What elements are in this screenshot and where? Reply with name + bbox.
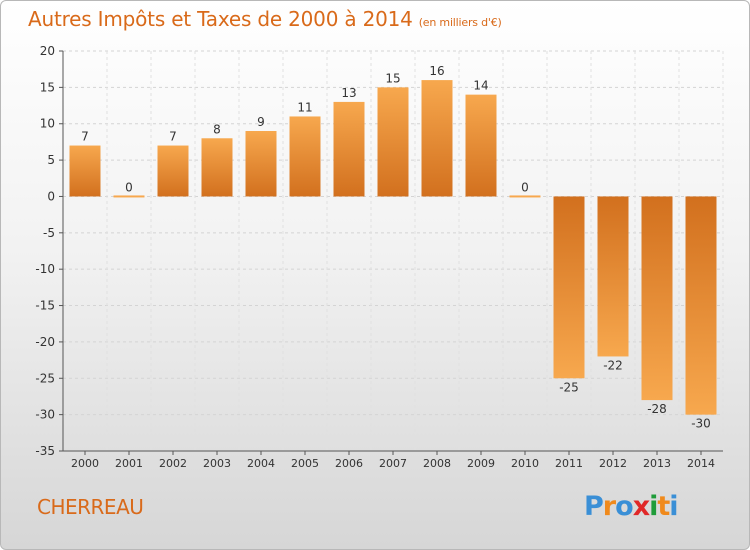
data-label: 0 (125, 180, 133, 194)
x-tick-label: 2010 (511, 457, 539, 470)
y-tick-label: -10 (35, 262, 55, 276)
data-label: 9 (257, 115, 265, 129)
bar (465, 94, 497, 197)
logo-letter: o (615, 491, 634, 522)
logo-letter: r (602, 491, 616, 522)
bar (509, 195, 541, 198)
y-tick-label: 0 (47, 189, 55, 203)
x-tick-label: 2009 (467, 457, 495, 470)
x-tick-label: 2005 (291, 457, 319, 470)
unit-label: (en milliers d'€) (418, 16, 502, 29)
x-tick-label: 2012 (599, 457, 627, 470)
commune-name: CHERREAU (37, 495, 144, 519)
logo-letter: i (669, 491, 678, 522)
data-label: -25 (559, 380, 579, 394)
x-tick-label: 2007 (379, 457, 407, 470)
y-tick-label: -25 (35, 371, 55, 385)
x-tick-label: 2004 (247, 457, 275, 470)
title-text: Autres Impôts et Taxes de 2000 à 2014 (28, 7, 413, 31)
data-label: 15 (385, 71, 400, 85)
data-label: -30 (691, 417, 711, 431)
x-tick-label: 2003 (203, 457, 231, 470)
x-tick-label: 2014 (687, 457, 715, 470)
y-tick-label: -35 (35, 444, 55, 458)
y-tick-label: -5 (43, 226, 55, 240)
y-tick-label: -15 (35, 299, 55, 313)
data-label: 8 (213, 122, 221, 136)
chart-title: Autres Impôts et Taxes de 2000 à 2014 (en… (28, 7, 502, 31)
y-tick-label: 5 (47, 153, 55, 167)
bar (333, 101, 365, 197)
bar (245, 131, 277, 197)
bar (157, 145, 189, 197)
data-label: 0 (521, 180, 529, 194)
bar (69, 145, 101, 197)
data-label: -22 (603, 358, 623, 372)
bar (289, 116, 321, 197)
data-label: 7 (81, 130, 89, 144)
proxiti-logo: Proxiti (584, 491, 679, 522)
y-tick-label: 10 (40, 117, 55, 131)
x-tick-label: 2008 (423, 457, 451, 470)
data-label: 16 (429, 64, 444, 78)
bar (421, 80, 453, 197)
x-tick-label: 2013 (643, 457, 671, 470)
y-tick-label: -20 (35, 335, 55, 349)
y-tick-label: 20 (40, 44, 55, 58)
x-tick-label: 2011 (555, 457, 583, 470)
x-tick-label: 2000 (71, 457, 99, 470)
x-tick-label: 2002 (159, 457, 187, 470)
bar (113, 195, 145, 198)
data-label: 7 (169, 130, 177, 144)
data-label: 11 (297, 100, 312, 114)
y-tick-label: 15 (40, 80, 55, 94)
logo-letter: x (632, 491, 650, 522)
x-tick-label: 2006 (335, 457, 363, 470)
bar (597, 196, 629, 357)
bar (377, 87, 409, 197)
bar (553, 196, 585, 379)
logo-letter: P (584, 491, 604, 522)
data-label: 14 (473, 79, 488, 93)
data-label: -28 (647, 402, 667, 416)
y-tick-label: -30 (35, 408, 55, 422)
bar (685, 196, 717, 415)
logo-letter: i (649, 491, 658, 522)
bar (201, 138, 233, 197)
data-label: 13 (341, 86, 356, 100)
x-tick-label: 2001 (115, 457, 143, 470)
bar (641, 196, 673, 401)
logo-letter: t (657, 491, 670, 522)
